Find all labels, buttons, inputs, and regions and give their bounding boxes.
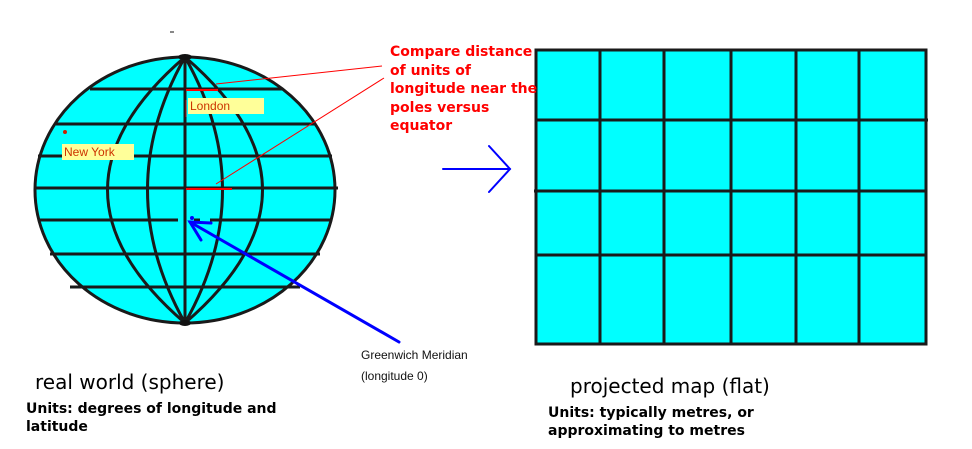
greenwich-origin-dot xyxy=(190,216,194,220)
greenwich-meridian-label: Greenwich Meridian xyxy=(361,348,468,362)
longitude-line xyxy=(184,55,264,325)
london-label: London xyxy=(188,98,264,114)
new-york-label: New York xyxy=(62,144,134,160)
meridian-arrow xyxy=(187,220,401,344)
new-york-dot xyxy=(63,130,67,134)
sphere-units: Units: degrees of longitude and latitude xyxy=(26,401,277,435)
south-pole-marker xyxy=(179,320,191,326)
north-pole-marker xyxy=(178,54,192,60)
flat-map-heading: projected map (flat) xyxy=(570,374,770,398)
projection-arrow xyxy=(442,145,512,193)
longitude-line xyxy=(106,55,186,325)
flat-map-grid xyxy=(534,48,928,346)
callout-line-equator xyxy=(215,77,385,185)
comparison-note: Compare distance of units of longitude n… xyxy=(390,44,538,134)
longitude-line xyxy=(146,56,187,324)
longitude-zero-label: (longitude 0) xyxy=(361,369,428,383)
flat-map-units: Units: typically metres, or approximatin… xyxy=(548,405,754,439)
callout-line-poles xyxy=(215,65,383,85)
sphere-heading: real world (sphere) xyxy=(35,370,225,394)
